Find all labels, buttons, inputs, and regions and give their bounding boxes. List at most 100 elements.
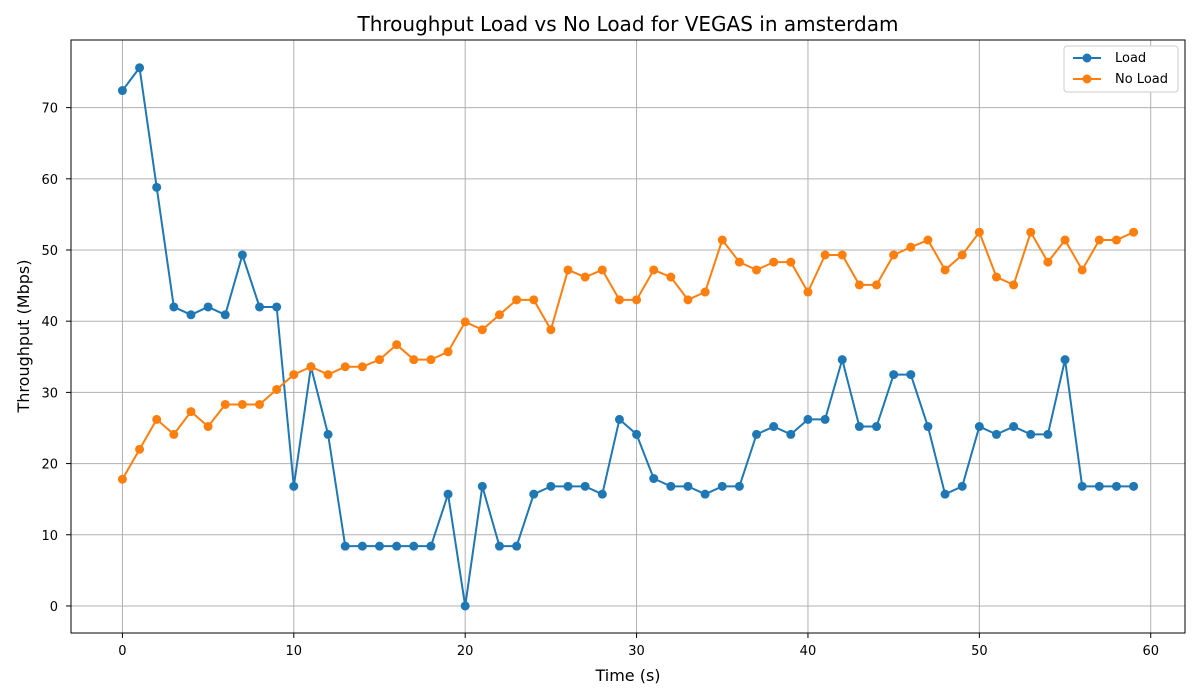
x-tick-label: 60 xyxy=(1142,644,1159,659)
data-point-no-load xyxy=(1026,227,1036,237)
data-point-load xyxy=(786,429,796,439)
y-axis-ticks: 0 10 20 30 40 50 60 70 xyxy=(41,102,71,615)
data-point-no-load xyxy=(186,407,196,417)
data-point-load xyxy=(906,370,916,380)
data-point-no-load xyxy=(1060,235,1070,245)
data-point-load xyxy=(837,355,847,365)
data-point-load xyxy=(991,429,1001,439)
data-point-load xyxy=(649,474,659,484)
data-point-no-load xyxy=(683,295,693,305)
legend-label-no-load: No Load xyxy=(1115,72,1168,87)
x-tick-label: 0 xyxy=(118,644,126,659)
plot-frame xyxy=(70,39,1186,634)
x-tick-label: 30 xyxy=(628,644,645,659)
data-point-load xyxy=(272,302,282,312)
data-point-load xyxy=(854,422,864,432)
data-point-load xyxy=(889,370,899,380)
data-point-load xyxy=(374,541,384,551)
data-point-no-load xyxy=(357,362,367,372)
x-tick-label: 20 xyxy=(457,644,474,659)
data-point-no-load xyxy=(700,287,710,297)
data-point-load xyxy=(597,489,607,499)
y-tick-label: 30 xyxy=(41,386,58,401)
data-point-no-load xyxy=(854,280,864,290)
data-point-no-load xyxy=(203,422,213,432)
legend-label-load: Load xyxy=(1115,51,1146,66)
x-tick-label: 10 xyxy=(286,644,303,659)
data-point-no-load xyxy=(237,399,247,409)
data-point-no-load xyxy=(409,355,419,365)
series-line-load xyxy=(121,66,1134,607)
chart-title: Throughput Load vs No Load for VEGAS in … xyxy=(357,12,899,36)
series-line-no-load xyxy=(121,231,1134,480)
data-point-no-load xyxy=(563,265,573,275)
x-axis-label: Time (s) xyxy=(594,666,660,685)
data-point-load xyxy=(546,481,556,491)
data-point-no-load xyxy=(991,272,1001,282)
data-point-no-load xyxy=(940,265,950,275)
data-point-no-load xyxy=(546,325,556,335)
data-point-load xyxy=(477,481,487,491)
data-point-load xyxy=(717,481,727,491)
data-point-no-load xyxy=(734,257,744,267)
data-point-load xyxy=(1009,422,1019,432)
data-point-no-load xyxy=(494,310,504,320)
data-point-no-load xyxy=(323,370,333,380)
data-point-load xyxy=(614,414,624,424)
data-point-load xyxy=(1094,481,1104,491)
data-point-no-load xyxy=(1129,227,1139,237)
y-tick-label: 50 xyxy=(41,244,58,259)
series-layer xyxy=(117,63,1139,611)
legend-marker-no-load xyxy=(1082,74,1092,84)
x-tick-label: 50 xyxy=(971,644,988,659)
data-point-load xyxy=(186,310,196,320)
data-point-load xyxy=(683,481,693,491)
data-point-load xyxy=(323,429,333,439)
data-point-load xyxy=(237,250,247,260)
data-point-load xyxy=(443,489,453,499)
data-point-no-load xyxy=(872,280,882,290)
data-point-load xyxy=(135,63,145,73)
data-point-load xyxy=(494,541,504,551)
data-point-no-load xyxy=(1077,265,1087,275)
data-point-no-load xyxy=(632,295,642,305)
data-point-no-load xyxy=(152,414,162,424)
data-point-no-load xyxy=(374,355,384,365)
y-tick-label: 70 xyxy=(41,102,58,117)
data-point-load xyxy=(117,86,127,96)
series-no-load xyxy=(117,227,1139,484)
data-point-load xyxy=(1129,481,1139,491)
data-point-no-load xyxy=(289,370,299,380)
data-point-no-load xyxy=(820,250,830,260)
data-point-no-load xyxy=(666,272,676,282)
data-point-load xyxy=(1026,429,1036,439)
data-point-load xyxy=(563,481,573,491)
data-point-no-load xyxy=(752,265,762,275)
data-point-load xyxy=(940,489,950,499)
data-point-load xyxy=(923,422,933,432)
data-point-load xyxy=(203,302,213,312)
data-point-load xyxy=(529,489,539,499)
data-point-no-load xyxy=(649,265,659,275)
data-point-no-load xyxy=(974,227,984,237)
data-point-no-load xyxy=(769,257,779,267)
data-point-no-load xyxy=(597,265,607,275)
data-point-load xyxy=(220,310,230,320)
data-point-load xyxy=(152,182,162,192)
data-point-load xyxy=(1077,481,1087,491)
data-point-load xyxy=(357,541,367,551)
data-point-load xyxy=(752,429,762,439)
data-point-no-load xyxy=(1111,235,1121,245)
data-point-no-load xyxy=(117,474,127,484)
data-point-no-load xyxy=(923,235,933,245)
data-point-load xyxy=(289,481,299,491)
y-tick-label: 40 xyxy=(41,315,58,330)
data-point-no-load xyxy=(580,272,590,282)
data-point-no-load xyxy=(889,250,899,260)
data-point-no-load xyxy=(272,385,282,395)
legend: Load No Load xyxy=(1063,45,1179,93)
data-point-load xyxy=(1060,355,1070,365)
data-point-load xyxy=(426,541,436,551)
data-point-load xyxy=(734,481,744,491)
